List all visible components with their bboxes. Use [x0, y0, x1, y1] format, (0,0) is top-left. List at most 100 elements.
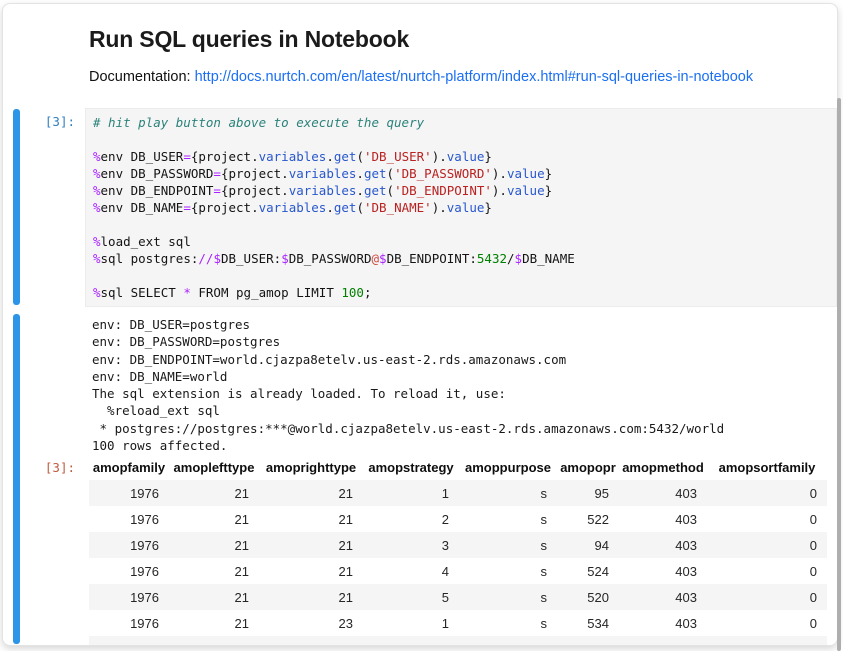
code-token: DB_PASSWORD	[288, 251, 372, 266]
code-token: DB_USER:	[220, 251, 282, 266]
table-cell: 21	[338, 563, 353, 579]
code-token: 'DB_PASSWORD'	[394, 166, 492, 181]
code-token: value	[506, 166, 545, 181]
table-cell: 1976	[130, 511, 159, 527]
code-line: %sql postgres://$DB_USER:$DB_PASSWORD@$D…	[93, 250, 836, 267]
code-token: {project.	[220, 183, 289, 198]
code-token: (	[386, 183, 395, 198]
table-cell: s	[540, 563, 548, 579]
code-line	[93, 267, 836, 284]
table-row: 1976 21 21 5 s 520 403 0	[89, 584, 827, 610]
table-cell: 0	[809, 485, 817, 501]
table-cell: 403	[675, 511, 697, 527]
table-cell	[619, 636, 707, 645]
code-line: %env DB_PASSWORD={project.variables.get(…	[93, 165, 836, 182]
result-table: amopfamily amoplefttype amoprighttype amops…	[89, 454, 827, 645]
code-token: %	[93, 200, 101, 215]
table-cell: s	[540, 511, 548, 527]
table-cell: 21	[338, 537, 353, 553]
code-line: # hit play button above to execute the q…	[93, 114, 836, 131]
table-cell: 21	[338, 511, 353, 527]
code-token: .	[326, 149, 334, 164]
code-token: $	[379, 251, 387, 266]
table-cell: 0	[809, 615, 817, 631]
code-token: =	[183, 200, 191, 215]
code-token: .	[356, 166, 364, 181]
table-cell: 1976	[130, 615, 159, 631]
code-token: ).	[491, 166, 507, 181]
table-cell	[259, 636, 363, 645]
documentation-link[interactable]: http://docs.nurtch.com/en/latest/nurtch-…	[194, 69, 754, 85]
table-cell: 403	[675, 563, 697, 579]
stdout-line: 100 rows affected.	[92, 438, 228, 454]
input-prompt: [3]:	[44, 114, 75, 129]
table-cell: 1976	[130, 485, 159, 501]
code-token: value	[506, 183, 545, 198]
code-token: //	[198, 251, 214, 266]
notebook-panel: Run SQL queries in Notebook Documentatio…	[2, 3, 838, 646]
code-token: 'DB_NAME'	[363, 200, 432, 215]
code-line: %env DB_NAME={project.variables.get('DB_…	[93, 199, 836, 216]
table-cell: 1976	[130, 589, 159, 605]
code-token: *	[183, 285, 191, 300]
code-editor[interactable]: # hit play button above to execute the q…	[85, 108, 837, 307]
stdout-line: env: DB_PASSWORD=postgres	[92, 334, 281, 350]
table-cell: 534	[587, 615, 609, 631]
table-cell: s	[540, 589, 548, 605]
table-cell: 403	[675, 589, 697, 605]
table-row: 1976 21 23 1 s 534 403 0	[89, 610, 827, 636]
column-header: amopfamily	[92, 459, 166, 475]
code-token: env DB_NAME	[100, 200, 184, 215]
table-cell: 524	[587, 563, 609, 579]
notebook-scrollbar[interactable]	[837, 98, 841, 651]
code-token: env DB_USER	[100, 149, 184, 164]
output-collapser-bar[interactable]	[13, 314, 20, 644]
table-cell: 21	[234, 563, 249, 579]
table-row: 1976 21 21 2 s 522 403 0	[89, 506, 827, 532]
table-cell: 95	[594, 485, 609, 501]
table-row: 1976 21 21 3 s 94 403 0	[89, 532, 827, 558]
code-token: {project.	[190, 200, 259, 215]
output-prompt: [3]:	[44, 460, 75, 475]
input-collapser-bar[interactable]	[13, 109, 20, 305]
table-cell: 23	[338, 615, 353, 631]
code-token: value	[446, 149, 485, 164]
code-line: %env DB_USER={project.variables.get('DB_…	[93, 148, 836, 165]
code-token: sql postgres:	[100, 251, 199, 266]
code-token: DB_NAME	[522, 251, 575, 266]
table-cell	[707, 636, 827, 645]
table-cell	[557, 636, 619, 645]
code-token: 'DB_USER'	[363, 149, 432, 164]
table-row: 1976 21 21 1 s 95 403 0	[89, 480, 827, 506]
table-cell: s	[540, 615, 548, 631]
code-token: variables	[288, 166, 357, 181]
table-cell: 1	[441, 615, 449, 631]
table-cell: 21	[234, 589, 249, 605]
table-cell: 0	[809, 563, 817, 579]
code-token: @	[371, 251, 380, 266]
code-token: ;	[363, 285, 372, 300]
stdout-line: env: DB_USER=postgres	[92, 317, 251, 332]
column-header: amopmethod	[622, 459, 704, 475]
code-line	[93, 216, 836, 233]
table-cell: s	[540, 485, 548, 501]
code-token: /	[507, 251, 515, 266]
stdout-line: The sql extension is already loaded. To …	[92, 386, 506, 402]
table-cell: 0	[809, 511, 817, 527]
table-row-partial	[89, 636, 827, 645]
code-token: get	[333, 149, 357, 164]
documentation-line: Documentation: http://docs.nurtch.com/en…	[89, 68, 753, 86]
stdout-line: env: DB_ENDPOINT=world.cjazpa8etelv.us-e…	[92, 351, 567, 367]
code-token: %	[93, 234, 101, 249]
code-token: variables	[258, 200, 327, 215]
column-header: amoplefttype	[173, 459, 255, 475]
code-token: (	[356, 200, 364, 215]
table-cell: 522	[587, 511, 609, 527]
code-token: }	[544, 183, 553, 198]
code-token: =	[183, 149, 191, 164]
table-cell: 520	[587, 589, 609, 605]
column-header: amopopr	[560, 459, 616, 475]
page-title: Run SQL queries in Notebook	[89, 26, 410, 52]
code-token: =	[213, 166, 221, 181]
stdout-line: * postgres://postgres:***@world.cjazpa8e…	[92, 420, 725, 436]
